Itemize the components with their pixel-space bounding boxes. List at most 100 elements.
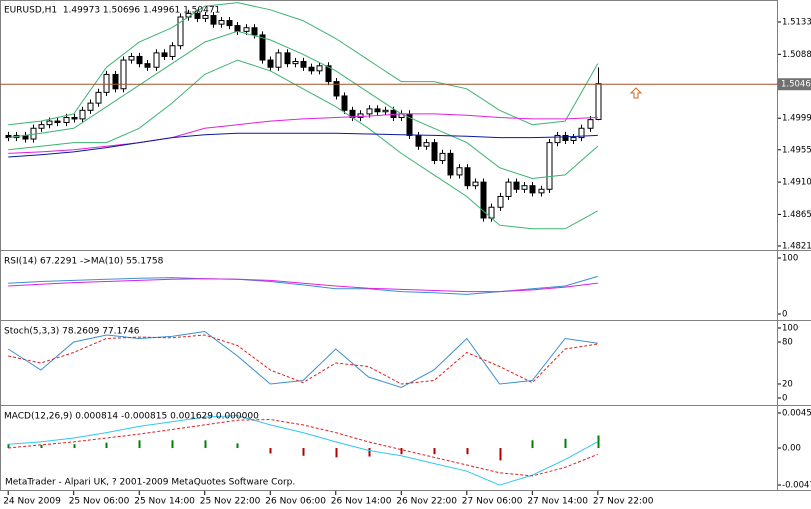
rsi-pane — [8, 275, 598, 295]
x-tick-label: 25 Nov 06:00 — [69, 497, 130, 507]
candle-body — [464, 167, 471, 187]
candle-body — [210, 15, 217, 25]
candle-body — [136, 55, 143, 65]
indicator-line — [8, 275, 598, 295]
x-tick-label: 27 Nov 06:00 — [462, 497, 523, 507]
y-tick-label: 1.51330 — [782, 18, 811, 28]
indicator-line — [8, 278, 598, 293]
candle-body — [169, 45, 176, 57]
candle-body — [87, 102, 94, 111]
indicator-line — [8, 30, 599, 180]
pane-title: RSI(14) 67.2291 ->MA(10) 55.1758 — [4, 257, 164, 267]
candle-body — [529, 185, 536, 194]
candle-body — [447, 152, 454, 176]
indicator-line — [8, 2, 599, 126]
y-tick-label: 1.49100 — [782, 178, 811, 188]
pane-title: EURUSD,H1 1.49973 1.50696 1.49961 1.5047… — [4, 6, 220, 16]
x-tick-label: 27 Nov 14:00 — [527, 497, 588, 507]
candle-body — [284, 52, 291, 65]
candle-body — [275, 52, 282, 68]
candle-body — [431, 142, 438, 162]
indicator-line — [8, 132, 598, 158]
candle-body — [226, 20, 233, 27]
candle-body — [218, 20, 225, 25]
candle-body — [46, 120, 53, 126]
candle-body — [267, 59, 274, 68]
y-tick-label: 0.00 — [782, 444, 801, 454]
candle-body — [194, 12, 201, 19]
y-tick-label: 1.49550 — [782, 145, 811, 155]
candle-body — [415, 134, 422, 147]
candle-body — [202, 15, 209, 19]
candle-body — [472, 181, 479, 187]
stoch-pane — [7, 330, 598, 389]
y-tick-label: 0 — [782, 310, 787, 320]
x-tick-label: 27 Nov 22:00 — [593, 497, 654, 507]
x-tick-label: 24 Nov 2009 — [3, 497, 61, 507]
candle-body — [357, 113, 364, 118]
candle-body — [538, 188, 545, 194]
candle-body — [595, 83, 602, 120]
candle-body — [161, 52, 168, 57]
candle-body — [38, 124, 45, 129]
y-tick-label: -0.004784 — [782, 481, 811, 491]
y-tick-label: 20 — [782, 380, 793, 390]
candle-body — [456, 167, 463, 176]
candle-body — [79, 109, 86, 120]
candle-body — [259, 34, 266, 61]
y-tick-label: 1.48210 — [782, 242, 811, 252]
candle-body — [439, 152, 446, 162]
indicator-line — [8, 418, 598, 477]
candle-body — [382, 109, 389, 113]
candle-body — [308, 66, 315, 72]
indicator-line — [8, 59, 599, 230]
candle-body — [234, 25, 241, 32]
candle-body — [243, 27, 250, 32]
candle-body — [513, 181, 520, 190]
y-tick-label: 0 — [782, 394, 787, 404]
macd-pane — [7, 415, 600, 486]
x-tick-label: 26 Nov 06:00 — [265, 497, 326, 507]
candle-body — [521, 185, 528, 190]
candle-body — [341, 95, 348, 111]
candle-body — [554, 134, 561, 144]
y-tick-label: 0.004535 — [782, 409, 811, 419]
indicator-line — [8, 113, 598, 154]
y-tick-label: 1.48650 — [782, 210, 811, 220]
price-label: 1.50463 — [781, 80, 811, 90]
candle-body — [505, 181, 512, 197]
candle-body — [103, 73, 110, 93]
candle-body — [177, 16, 184, 47]
candle-body — [316, 65, 323, 72]
candle-body — [54, 120, 61, 124]
price-label-box — [778, 78, 811, 91]
y-tick-label: 80 — [782, 338, 793, 348]
candle-body — [366, 108, 373, 115]
y-tick-label: 1.50880 — [782, 50, 811, 60]
candle-body — [95, 91, 102, 104]
footer: MetaTrader - Alpari UK, ? 2001-2009 Meta… — [5, 478, 295, 488]
y-tick-label: 100 — [782, 254, 798, 264]
candle-body — [144, 63, 151, 68]
candle-body — [128, 55, 135, 61]
indicator-line — [7, 330, 598, 389]
pane-title: MACD(12,26,9) 0.000814 -0.000815 0.00162… — [4, 412, 259, 422]
price-pane — [0, 2, 778, 230]
x-tick-label: 26 Nov 22:00 — [396, 497, 457, 507]
candle-body — [333, 81, 340, 97]
candle-body — [497, 195, 504, 208]
candle-body — [570, 137, 577, 141]
candle-body — [153, 52, 160, 68]
candle-body — [300, 60, 307, 68]
candle-body — [292, 60, 299, 65]
pane-title: Stoch(5,3,3) 78.2609 77.1746 — [4, 327, 140, 337]
indicator-line — [8, 415, 599, 486]
trade-arrow — [629, 87, 643, 99]
candle-body — [587, 119, 594, 129]
candle-body — [71, 116, 78, 120]
candle-body — [63, 116, 70, 124]
candle-body — [423, 142, 430, 147]
x-tick-label: 25 Nov 22:00 — [200, 497, 261, 507]
